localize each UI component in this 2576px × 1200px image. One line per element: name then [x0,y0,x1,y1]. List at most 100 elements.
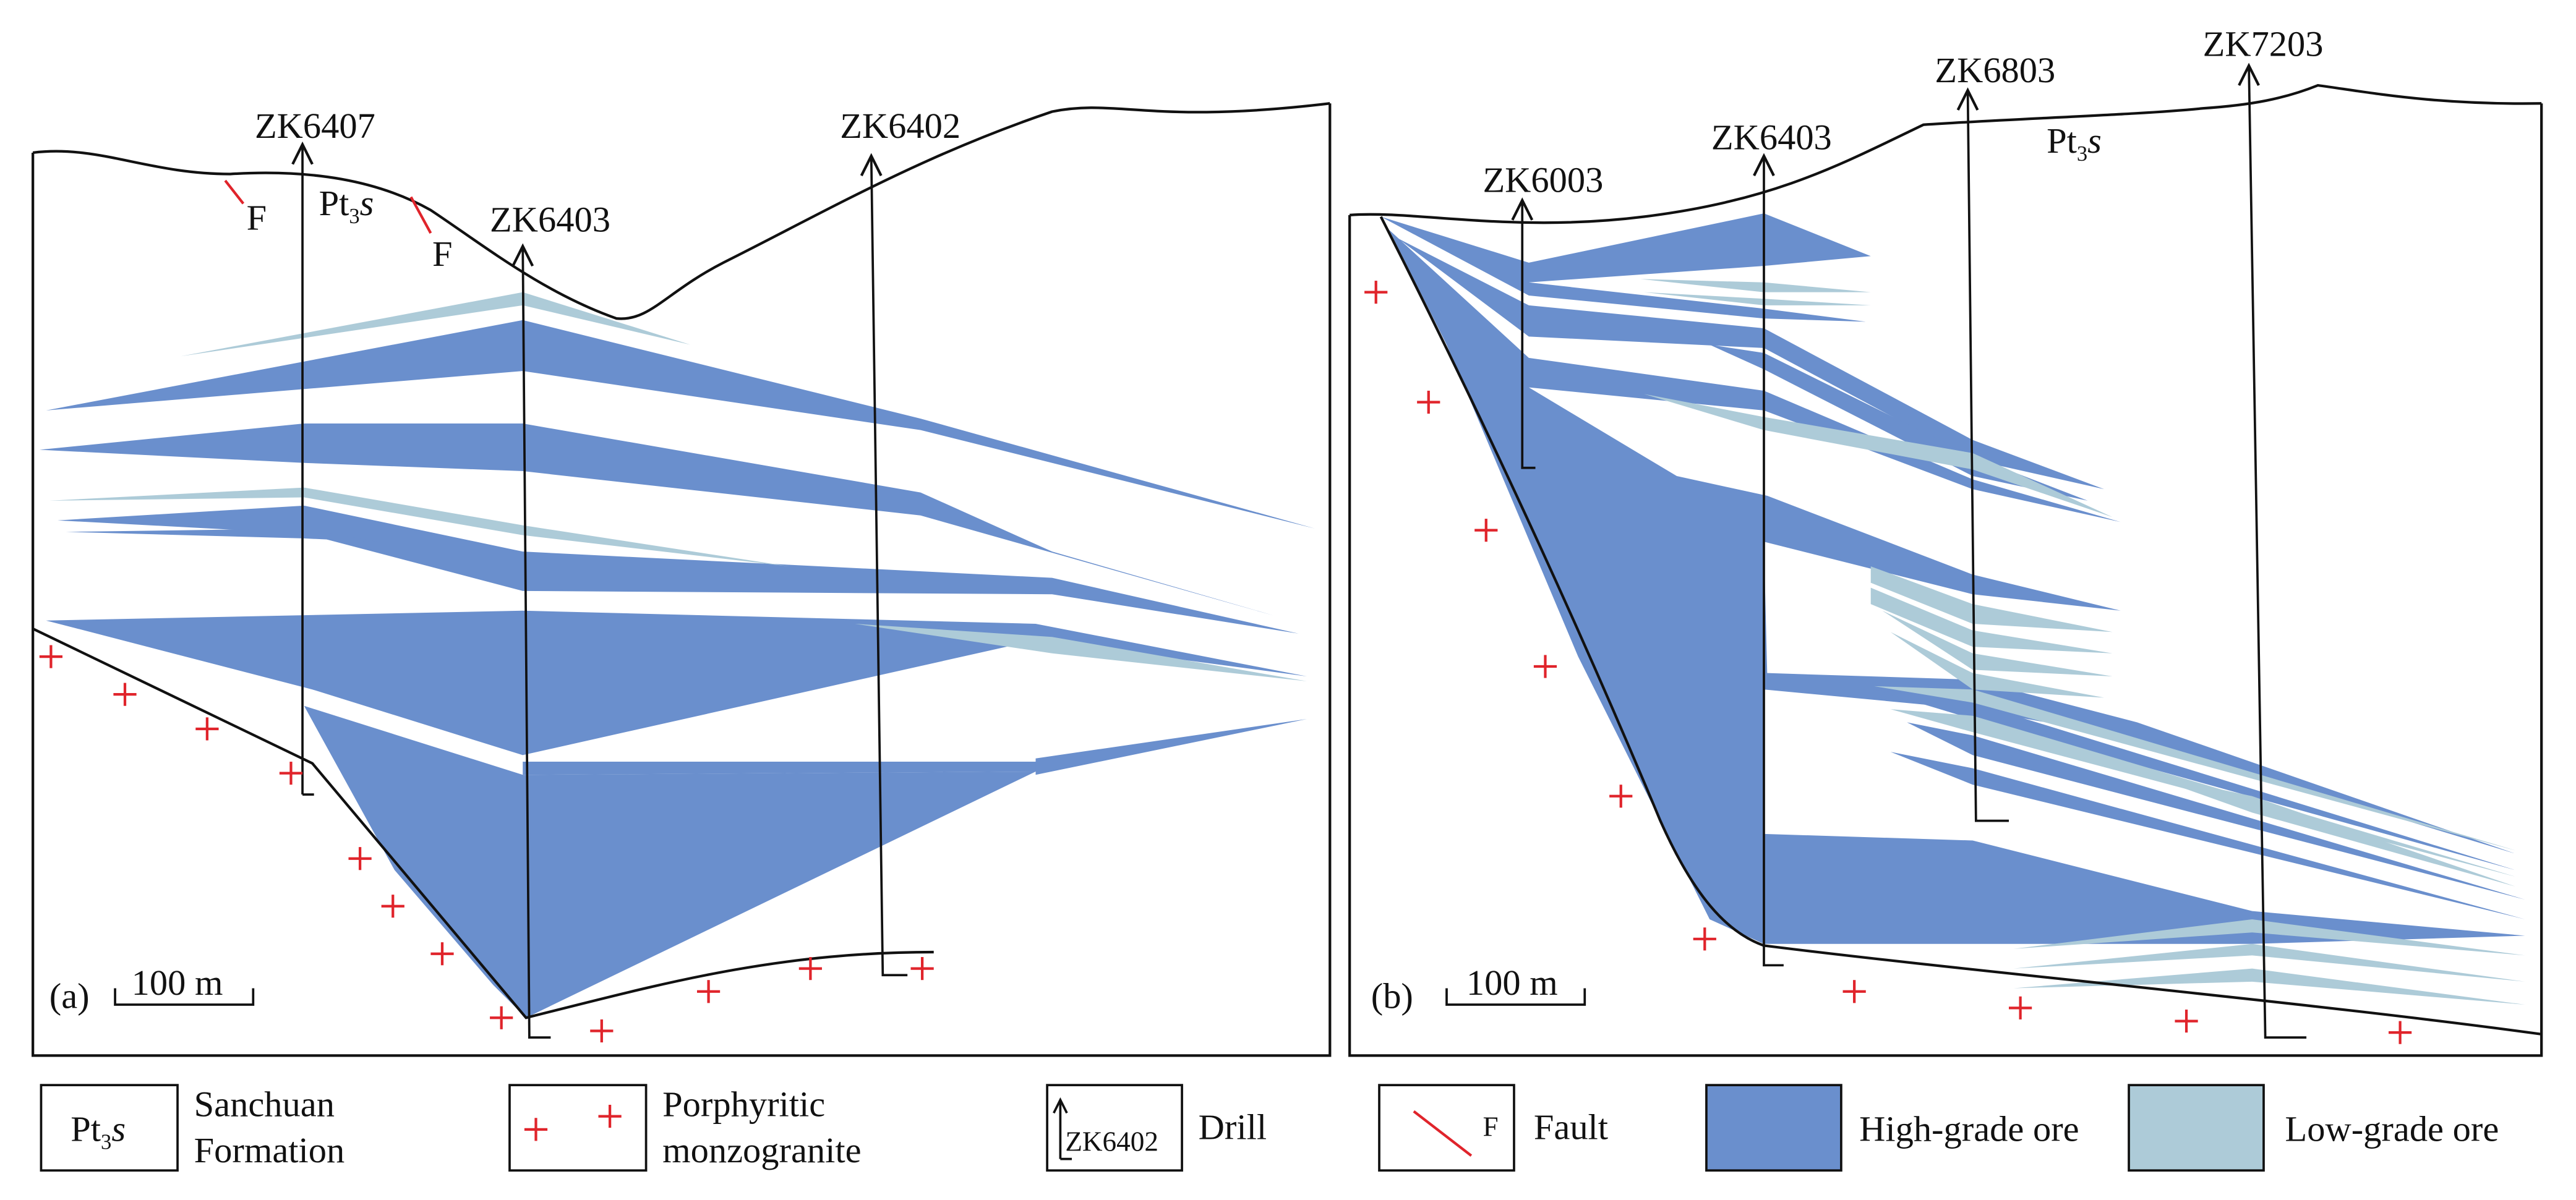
drill-zk7203: ZK7203 [2203,23,2324,1039]
granite-cross-symbol [279,762,303,785]
panel-b: Pt3s ZK6003 ZK6403 ZK6803 ZK7203 (b) 100 [1348,23,2543,1057]
svg-text:Low-grade ore: Low-grade ore [2285,1109,2499,1149]
granite-cross-symbol [39,645,63,668]
svg-text:ZK6403: ZK6403 [490,199,610,239]
granite-cross-symbol [910,957,934,981]
low-grade-ore-body [1870,566,2113,632]
high-grade-ore-body [523,762,1036,775]
granite-cross-symbol [195,717,219,741]
granite-crosses [1364,281,2412,1044]
svg-text:Porphyritic: Porphyritic [662,1084,825,1125]
low-grade-ore-body [1882,610,2113,676]
svg-text:Sanchuan: Sanchuan [194,1084,335,1125]
svg-text:Drill: Drill [1199,1107,1267,1147]
high-grade-ore-body [1389,229,2525,944]
high-grade-ore-body [1380,213,1871,322]
drill-zk6403: ZK6403 [490,199,610,1039]
granite-cross-symbol [2388,1021,2412,1044]
legend-high-grade: High-grade ore [1705,1084,2079,1172]
granite-cross-symbol [113,683,137,706]
low-grade-ore-body [1643,292,1871,305]
low-grade-ore-body [1890,632,2105,698]
panel-a-granite-contact [32,628,934,1019]
granite-cross-symbol [1693,927,1716,951]
granite-cross-symbol [381,895,404,918]
panel-a-frame [32,103,1332,1057]
panel-b-orebodies [1380,213,2525,1005]
granite-cross-symbol [696,980,721,1003]
drill-zk6803: ZK6803 [1935,50,2055,822]
high-grade-ore-body [1907,722,2525,900]
granite-cross-symbol [2009,996,2032,1019]
panel-b-ground-surface [1350,83,2542,224]
granite-crosses [39,645,934,1043]
svg-text:ZK6407: ZK6407 [255,106,375,146]
granite-cross-symbol [2175,1009,2198,1033]
granite-cross-symbol [1417,390,1440,414]
svg-text:High-grade ore: High-grade ore [1859,1109,2079,1149]
legend-sanchuan: Pt3s Sanchuan Formation [40,1084,345,1172]
low-grade-ore-body [855,624,1307,681]
low-grade-ore-body [2013,968,2525,1005]
svg-text:ZK6403: ZK6403 [1711,117,1832,158]
legend-drill: ZK6402 Drill [1046,1084,1267,1172]
low-grade-ore-body [1640,279,1871,292]
high-grade-ore-body [46,610,1307,755]
svg-text:100 m: 100 m [132,963,223,1003]
granite-cross-symbol [490,1006,513,1029]
granite-cross-symbol [1842,980,1866,1003]
panel-a-scale-bar: 100 m [114,963,255,1006]
drill-zk6407: ZK6407 [255,106,375,796]
high-grade-ore-body [304,705,1036,1018]
panel-b-scale-bar: 100 m [1445,963,1586,1006]
fault-label: F [247,198,267,238]
low-grade-ore-body [181,292,691,357]
svg-text:ZK7203: ZK7203 [2203,23,2324,64]
legend-fault: F Fault [1378,1084,1608,1172]
panel-a-orebodies [39,292,1316,1018]
legend: Pt3s Sanchuan Formation Porphyritic monz… [40,1084,2499,1172]
svg-text:ZK6003: ZK6003 [1483,160,1603,200]
high-grade-ore-body [1709,344,2088,501]
high-grade-ore-body [1890,752,2525,919]
high-grade-ore-body [58,505,1299,634]
high-grade-ore-body [1035,719,1307,775]
svg-text:ZK6402: ZK6402 [840,106,961,146]
granite-cross-symbol [348,847,372,870]
svg-text:ZK6803: ZK6803 [1935,50,2055,90]
fault-label: F [432,234,453,274]
high-grade-ore-body [46,320,1316,529]
granite-cross-symbol [1364,281,1388,304]
high-grade-ore-body [1397,238,2105,490]
svg-text:100 m: 100 m [1466,963,1558,1003]
fault-line [224,179,245,205]
formation-label: Pt3s [2047,121,2102,166]
low-grade-ore-body [2137,771,2515,887]
panel-b-frame [1348,103,2543,1057]
granite-cross-symbol [1474,519,1498,542]
high-grade-ore-body [66,528,379,542]
svg-text:Pt3s: Pt3s [71,1109,126,1154]
low-grade-ore-body [1643,394,2113,517]
drill-zk6403b: ZK6403 [1711,117,1832,967]
granite-cross-symbol [430,942,454,966]
svg-text:Formation: Formation [194,1130,345,1170]
panel-a-ground-surface [32,102,1330,320]
panel-a: F F Pt3s ZK6407 ZK6403 ZK6402 (a) [32,102,1332,1057]
panel-a-tag: (a) [49,976,90,1016]
panel-b-tag: (b) [1371,976,1413,1016]
low-grade-ore-body [2013,919,2525,956]
low-grade-ore-body [2013,943,2525,982]
legend-low-grade: Low-grade ore [2128,1084,2499,1172]
panel-b-granite-contact [1379,216,2542,1036]
svg-text:F: F [1483,1111,1498,1142]
high-grade-ore-body [39,423,1274,616]
drill-zk6003: ZK6003 [1483,160,1603,469]
granite-cross-symbol [1533,655,1557,678]
granite-cross-symbol [798,957,822,981]
svg-text:Fault: Fault [1534,1107,1608,1147]
formation-label: Pt3s [319,183,374,228]
legend-granite: Porphyritic monzogranite [508,1084,862,1172]
granite-cross-symbol [590,1019,614,1043]
